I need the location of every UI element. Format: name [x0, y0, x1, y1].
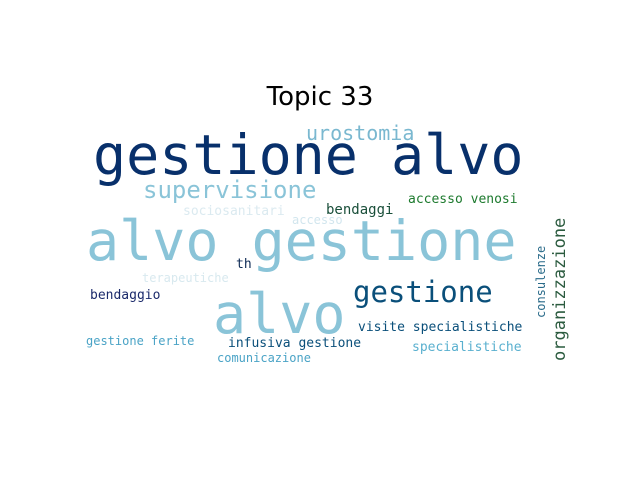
- word-sociosanitari: sociosanitari: [183, 204, 285, 219]
- word-terapeutiche: terapeutiche: [142, 271, 229, 285]
- word-organizzazione: organizzazione: [550, 217, 570, 361]
- word-comunicazione: comunicazione: [217, 351, 311, 365]
- word-gestione: gestione: [353, 275, 493, 309]
- word-infusiva-gestione: infusiva gestione: [228, 336, 362, 351]
- word-alvo-gestione: alvo gestione: [86, 209, 517, 273]
- word-alvo: alvo: [213, 282, 346, 346]
- word-bendaggi: bendaggi: [326, 202, 394, 218]
- word-th: th: [236, 257, 252, 272]
- word-gestione-ferite: gestione ferite: [86, 334, 195, 348]
- word-supervisione: supervisione: [143, 176, 317, 204]
- word-accesso-venosi: accesso venosi: [408, 192, 518, 207]
- chart-title: Topic 33: [266, 82, 374, 112]
- word-accesso: accesso: [292, 213, 343, 227]
- word-bendaggio: bendaggio: [90, 288, 161, 303]
- word-consulenze: consulenze: [534, 245, 548, 318]
- word-visite-specialistiche: visite specialistiche: [358, 320, 523, 335]
- word-specialistiche: specialistiche: [412, 340, 522, 355]
- word-urostomia: urostomia: [306, 121, 415, 145]
- word-gestione-alvo: gestione alvo: [93, 123, 524, 187]
